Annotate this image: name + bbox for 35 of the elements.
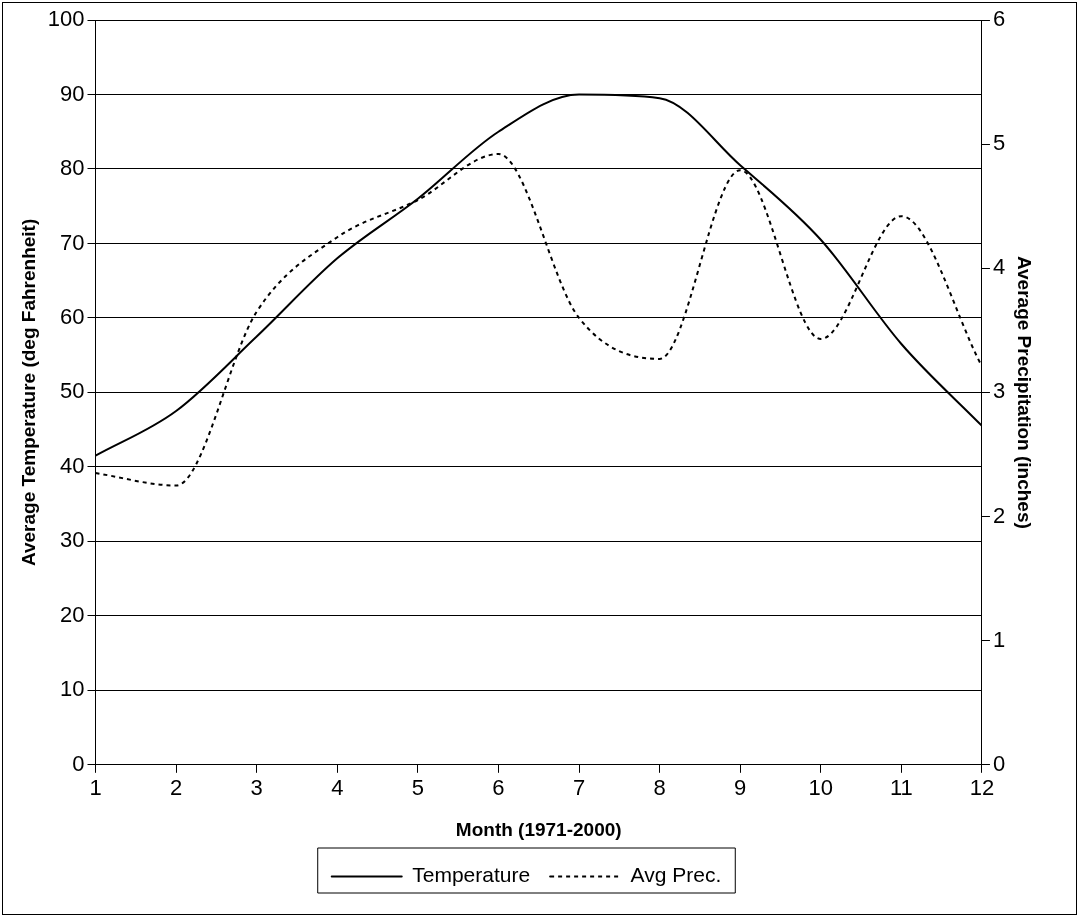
legend-label: Avg Prec.	[630, 863, 722, 887]
x-tick-label: 3	[250, 775, 263, 801]
x-tick-label: 1	[89, 775, 102, 801]
x-tick-label: 2	[169, 775, 183, 801]
y-tick-label: 90	[60, 80, 85, 106]
y-tick-label: 70	[60, 229, 85, 255]
x-axis-title: Month (1971-2000)	[455, 818, 622, 840]
y2-tick-label: 5	[992, 130, 1006, 156]
y2-tick-label: 6	[992, 6, 1006, 32]
y2-tick-label: 0	[992, 750, 1006, 776]
y2-tick-label: 1	[992, 626, 1006, 652]
x-tick-label: 12	[969, 775, 995, 801]
x-tick-label: 5	[411, 775, 424, 801]
y-tick-label: 30	[60, 527, 85, 553]
y-tick-label: 80	[60, 155, 85, 181]
legend-label: Temperature	[412, 863, 531, 887]
y-tick-label: 60	[60, 303, 85, 329]
x-tick-label: 8	[653, 775, 666, 801]
y-tick-label: 50	[60, 378, 85, 404]
x-tick-label: 7	[572, 775, 586, 801]
x-tick-label: 9	[734, 775, 747, 801]
x-tick-label: 11	[889, 775, 913, 801]
y-axis-title: Average Temperature (deg Fahrenheit)	[17, 218, 39, 567]
x-tick-label: 6	[492, 775, 505, 801]
y-tick-label: 10	[60, 676, 85, 702]
y2-axis-title: Average Precipitation (inches)	[1014, 256, 1036, 529]
y-tick-label: 20	[60, 601, 85, 627]
y-tick-label: 40	[60, 452, 85, 478]
x-tick-label: 10	[808, 775, 834, 801]
y-tick-label: 100	[47, 6, 85, 32]
x-tick-label: 4	[331, 775, 344, 801]
y2-tick-label: 3	[992, 378, 1006, 404]
y2-tick-label: 4	[992, 254, 1006, 280]
y2-tick-label: 2	[992, 502, 1006, 528]
y-tick-label: 0	[72, 750, 85, 776]
